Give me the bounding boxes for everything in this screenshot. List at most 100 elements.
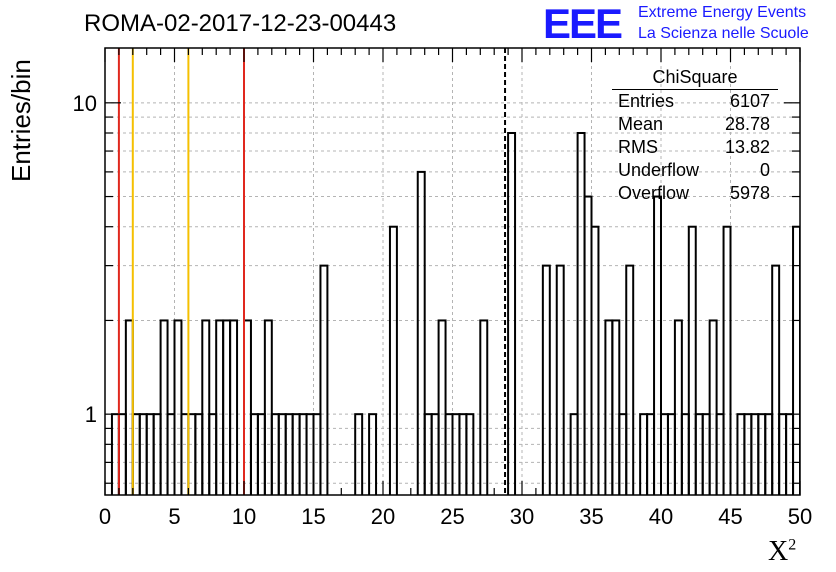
stats-row-rms: RMS 13.82: [612, 136, 778, 159]
histogram-bin: [270, 413, 280, 495]
histogram-bin: [444, 413, 454, 495]
histogram-bin: [215, 319, 225, 495]
stats-label: Underflow: [618, 160, 700, 180]
stats-value: 28.78: [724, 114, 770, 134]
histogram-bin: [736, 413, 746, 495]
x-tick-label: 0: [99, 504, 111, 529]
x-tick-label: 45: [718, 504, 742, 529]
histogram-bin: [458, 413, 468, 495]
histogram-bin: [673, 319, 683, 495]
histogram-bin: [451, 413, 461, 495]
histogram-bin: [666, 413, 676, 495]
histogram-bin: [263, 319, 273, 495]
histogram-bin: [541, 264, 551, 495]
stats-value: 13.82: [724, 137, 770, 157]
stats-value: 0: [759, 160, 770, 180]
histogram-bin: [368, 413, 378, 495]
histogram-bin: [583, 195, 593, 495]
histogram-bin: [201, 319, 211, 495]
x-tick-label: 40: [649, 504, 673, 529]
histogram-bin: [208, 413, 218, 495]
histogram-bin: [430, 413, 440, 495]
histogram-bin: [785, 413, 795, 495]
y-tick-label: 1: [85, 402, 97, 427]
histogram-bin: [180, 413, 190, 495]
histogram-bin: [660, 413, 669, 495]
x-axis-label-base: X: [768, 536, 789, 567]
histogram-bin: [159, 319, 169, 495]
stats-value: 5978: [729, 183, 770, 203]
histogram-bin: [298, 413, 308, 495]
histogram-bin: [778, 413, 788, 495]
histogram-bin: [138, 413, 148, 495]
histogram-bin: [110, 413, 120, 495]
histogram-bin: [222, 319, 232, 495]
histogram-bin: [194, 413, 204, 495]
stats-title: ChiSquare: [612, 67, 778, 90]
x-tick-label: 20: [371, 504, 395, 529]
histogram-bin: [687, 225, 697, 495]
y-axis-label: Entries/bin: [6, 59, 36, 182]
histogram-bin: [277, 413, 287, 495]
histogram-bin: [479, 319, 489, 495]
stats-label: Entries: [618, 91, 675, 111]
stats-value: 6107: [729, 91, 770, 111]
x-tick-label: 5: [168, 504, 180, 529]
histogram-bin: [291, 413, 301, 495]
histogram-bin: [249, 413, 259, 495]
histogram-bin: [625, 264, 635, 495]
histogram-bin: [708, 319, 718, 495]
histogram-bin: [145, 413, 155, 495]
histogram-bin: [764, 413, 774, 495]
stats-label: Mean: [618, 114, 664, 134]
histogram-bin: [312, 413, 322, 495]
stats-row-overflow: Overflow 5978: [612, 182, 778, 205]
histogram-bin: [792, 225, 800, 495]
x-axis-label: X2: [768, 536, 796, 568]
stats-row-underflow: Underflow 0: [612, 159, 778, 182]
eee-logo: EEE: [543, 0, 623, 47]
histogram-bin: [771, 264, 781, 495]
histogram-bin: [722, 225, 732, 495]
histogram-bin: [284, 413, 294, 495]
histogram-bin: [354, 413, 364, 495]
histogram-bin: [701, 413, 711, 495]
histogram-bin: [388, 225, 398, 495]
histogram-bin: [715, 413, 725, 495]
logo-line-2: La Scienza nelle Scuole: [638, 25, 809, 42]
stats-label: Overflow: [618, 183, 690, 203]
histogram-bin: [256, 413, 266, 495]
histogram-bin: [124, 319, 134, 495]
histogram-bin: [423, 413, 433, 495]
histogram-bin: [229, 319, 239, 495]
histogram-bin: [305, 413, 315, 495]
histogram-bin: [569, 413, 579, 495]
histogram-bin: [416, 170, 426, 495]
x-axis-label-exponent: 2: [788, 536, 797, 554]
stats-box: ChiSquare Entries 6107 Mean 28.78 RMS 13.82…: [612, 67, 778, 205]
x-tick-label: 50: [788, 504, 812, 529]
histogram-bin: [131, 413, 141, 495]
histogram-bin: [555, 264, 565, 495]
histogram-bin: [117, 413, 127, 495]
y-tick-labels: 1 10: [73, 91, 97, 427]
histogram-bin: [507, 131, 517, 495]
reference-lines: [117, 48, 507, 495]
histogram-bin: [743, 413, 753, 495]
histogram-bin: [639, 413, 649, 495]
stats-row-mean: Mean 28.78: [612, 113, 778, 136]
x-tick-label: 10: [232, 504, 256, 529]
x-tick-label: 30: [510, 504, 534, 529]
histogram-bin: [576, 131, 586, 495]
histogram-bin: [694, 413, 704, 495]
histogram-bin: [465, 413, 475, 495]
histogram-bin: [618, 413, 628, 495]
logo-line-1: Extreme Energy Events: [638, 4, 807, 21]
x-tick-label: 35: [579, 504, 603, 529]
histogram-bars: [110, 131, 800, 495]
histogram-bin: [590, 225, 600, 495]
histogram-bin: [646, 413, 656, 495]
histogram-bin: [187, 413, 197, 495]
x-tick-labels: 0 5 10 15 20 25 30 35 40 45 50: [99, 504, 812, 529]
